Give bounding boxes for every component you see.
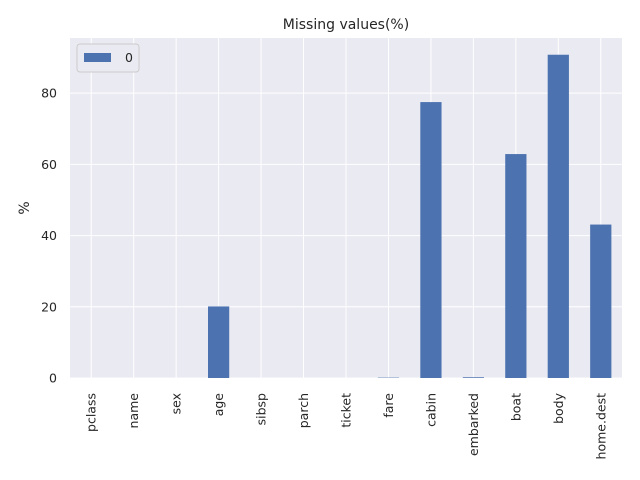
x-tick-label: embarked (466, 393, 481, 456)
x-tick-label: sex (169, 393, 184, 414)
x-tick-label: ticket (339, 393, 354, 428)
x-tick-label: age (211, 393, 226, 417)
y-axis-label: % (17, 201, 33, 214)
y-tick-label: 40 (41, 228, 57, 243)
x-tick-label: parch (296, 393, 311, 428)
y-tick-label: 80 (41, 86, 57, 101)
y-tick-label: 60 (41, 157, 57, 172)
bar-home-dest (590, 225, 611, 378)
x-tick-label: boat (508, 393, 523, 421)
y-tick-labels: 0 20 40 60 80 (41, 86, 57, 386)
bar-age (208, 306, 229, 378)
x-tick-label: name (126, 393, 141, 429)
bar-embarked (463, 377, 484, 378)
bar-cabin (420, 102, 441, 378)
x-tick-label: sibsp (254, 393, 269, 425)
x-tick-label: pclass (84, 393, 99, 432)
bar-boat (505, 154, 526, 378)
x-tick-label: body (551, 392, 566, 424)
bar-body (548, 55, 569, 378)
x-tick-label: cabin (423, 393, 438, 427)
y-tick-label: 20 (41, 299, 57, 314)
x-tick-labels: pclass name sex age sibsp parch ticket fare cabi… (84, 392, 609, 459)
legend-swatch (84, 53, 111, 62)
legend: 0 (77, 44, 139, 72)
legend-label: 0 (125, 50, 133, 65)
chart-title: Missing values(%) (283, 17, 409, 33)
x-tick-label: fare (381, 393, 396, 418)
x-tick-label: home.dest (593, 393, 608, 460)
y-tick-label: 0 (49, 371, 57, 386)
